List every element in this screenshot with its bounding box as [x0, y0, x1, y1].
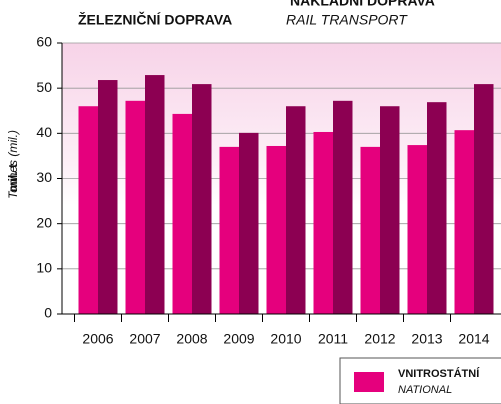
bar	[454, 130, 474, 314]
bar	[266, 145, 286, 314]
legend: VNITROSTÁTNÍ NATIONAL	[339, 357, 501, 404]
bar	[239, 132, 259, 314]
header: NÁKLADNÍ DOPRAVA	[290, 0, 435, 9]
bar	[172, 113, 192, 314]
bar	[474, 84, 494, 314]
bar	[360, 146, 380, 314]
y-axis-label: mil. t	[6, 164, 20, 192]
y-tick-label: 10	[36, 260, 52, 276]
bar	[286, 106, 306, 314]
x-tick-label: 2006	[82, 331, 113, 347]
bar	[78, 106, 98, 314]
y-tick-label: 50	[36, 79, 52, 95]
legend-label: VNITROSTÁTNÍ	[398, 367, 480, 380]
x-tick-label: 2013	[411, 331, 442, 347]
bar	[98, 80, 118, 314]
chart-subtitle: RAIL TRANSPORT	[286, 12, 408, 28]
bar	[192, 84, 212, 314]
bar	[407, 145, 427, 314]
bar	[219, 146, 239, 314]
x-tick-label: 2007	[129, 331, 160, 347]
legend-label-en: NATIONAL	[398, 384, 452, 396]
y-tick-label: 30	[36, 169, 52, 185]
bar	[313, 131, 333, 314]
y-tick-label: 60	[36, 34, 52, 50]
x-tick-label: 2011	[318, 331, 348, 347]
x-tick-label: 2009	[223, 331, 254, 347]
x-tick-label: 2012	[364, 331, 395, 347]
bar	[427, 102, 447, 314]
bar	[333, 100, 353, 315]
y-tick-label: 40	[36, 124, 52, 140]
bar	[380, 106, 400, 314]
y-tick-label: 0	[44, 305, 52, 321]
chart-title: ŽELEZNIČNÍ DOPRAVA	[78, 11, 232, 28]
x-tick-label: 2008	[176, 331, 207, 347]
y-axis-label-en: Tonnes (mil.)	[6, 130, 20, 199]
y-tick-label: 20	[36, 214, 52, 230]
bar	[145, 75, 165, 315]
x-tick-label: 2010	[270, 331, 301, 347]
bar	[125, 100, 145, 315]
legend-swatch	[354, 372, 384, 392]
x-tick-label: 2014	[458, 331, 489, 347]
